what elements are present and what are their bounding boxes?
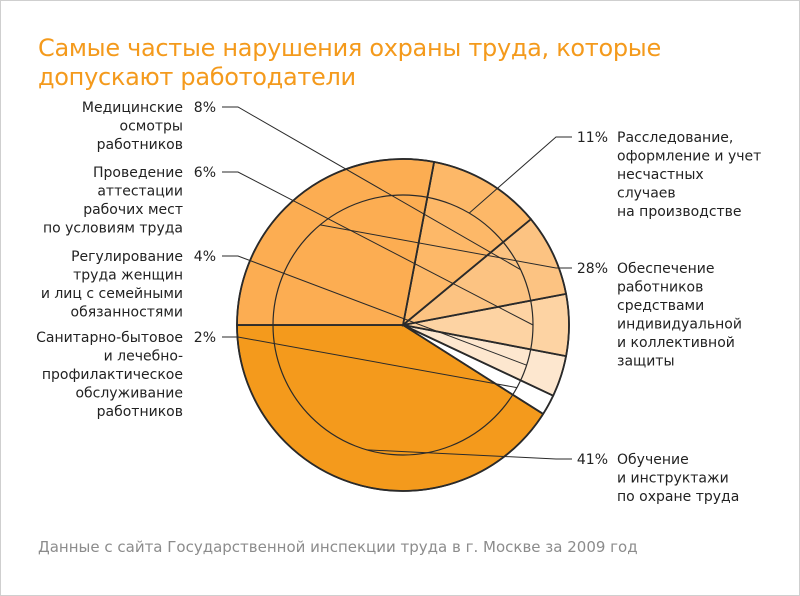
slice-category-label: Проведение	[93, 165, 183, 181]
slice-percent-label: 6%	[194, 165, 216, 181]
slice-edge	[402, 218, 532, 326]
source-note: Данные с сайта Государственной инспекции…	[38, 538, 638, 556]
leader-line	[320, 224, 572, 269]
slice-category-label: Расследование,	[617, 130, 733, 146]
slice-category-label: по охране труда	[617, 489, 739, 505]
leader-line	[222, 171, 534, 326]
slice-category-label: Обеспечение	[617, 261, 714, 277]
pie-outline	[236, 158, 570, 492]
leader-line	[222, 106, 521, 271]
slice-category-label: работников	[97, 404, 183, 420]
slice-category-label: Регулирование	[71, 249, 183, 265]
leader-line	[468, 136, 572, 214]
slice-category-label: профилактическое	[42, 367, 183, 383]
slice-category-label: Обучение	[617, 452, 689, 468]
slice-edge	[402, 293, 567, 326]
slice-edge	[402, 161, 435, 326]
slice-category-label: по условиям труда	[43, 221, 183, 237]
slice-labels: 41% Обучение и инструктажи по охране труда 2…	[36, 100, 761, 505]
slice-category-label: защиты	[617, 354, 675, 370]
slice-category-label: труда женщин	[73, 268, 183, 284]
slice-category-label: средствами	[617, 298, 704, 314]
slice-category-label: обслуживание	[75, 386, 183, 402]
chart-title: Самые частые нарушения охраны труда, кот…	[38, 34, 661, 91]
slice-category-label: работников	[97, 137, 183, 153]
slice-category-label: обязанностями	[71, 305, 183, 321]
slice-percent-label: 41%	[577, 452, 608, 468]
slice-category-label: оформление и учет	[617, 149, 761, 165]
slice-percent-label: 2%	[194, 330, 216, 346]
slice-category-label: работников	[617, 280, 703, 296]
slice-percent-label: 8%	[194, 100, 216, 116]
slice-category-label: индивидуальной	[617, 317, 742, 333]
slice-category-label: рабочих мест	[83, 202, 183, 218]
slice-category-label: и инструктажи	[617, 471, 729, 487]
slice-category-label: и коллективной	[617, 335, 735, 351]
pie-slice-edges	[236, 158, 570, 492]
slice-edge	[402, 324, 544, 415]
leader-lines	[222, 106, 572, 460]
slice-category-label: осмотры	[120, 119, 184, 135]
slice-category-label: Санитарно-бытовое	[36, 330, 183, 346]
slice-percent-label: 28%	[577, 261, 608, 277]
slice-category-label: на производстве	[617, 204, 742, 220]
slice-edge	[402, 324, 567, 357]
leader-line	[222, 255, 527, 366]
leader-line	[366, 449, 572, 460]
slice-category-label: и лечебно-	[104, 349, 183, 365]
pie-slice	[236, 158, 436, 326]
slice-category-label: и лиц с семейными	[41, 286, 183, 302]
slice-category-label: несчастных	[617, 167, 704, 183]
leader-line	[222, 336, 518, 389]
slice-category-label: Медицинские	[82, 100, 183, 116]
slice-category-label: аттестации	[97, 184, 183, 200]
slice-edge	[402, 324, 554, 397]
slice-percent-label: 4%	[194, 249, 216, 265]
slice-category-label: случаев	[617, 186, 676, 202]
slice-percent-label: 11%	[577, 130, 608, 146]
